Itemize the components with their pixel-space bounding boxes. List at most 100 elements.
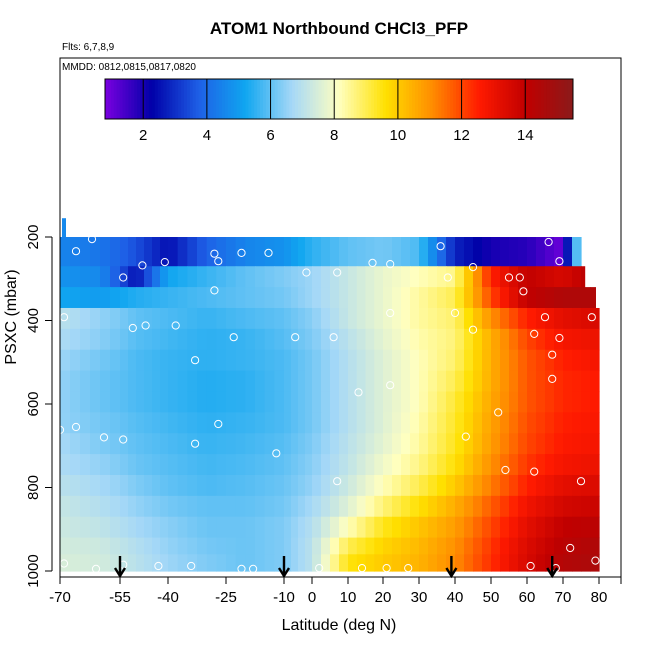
sample-point	[504, 273, 514, 282]
heatmap-cell	[419, 287, 429, 309]
heatmap-cell	[374, 433, 384, 455]
heatmap-cell	[291, 516, 299, 539]
colorbar-swatch	[447, 79, 451, 119]
heatmap-cell	[80, 554, 91, 572]
heatmap-cell	[536, 349, 546, 372]
heatmap-cell	[365, 433, 375, 455]
colorbar-swatch	[520, 79, 524, 119]
heatmap-cell	[80, 454, 91, 476]
heatmap-cell	[545, 412, 555, 434]
heatmap-cell	[392, 328, 402, 351]
sample-point	[461, 432, 470, 441]
colorbar-swatch	[195, 79, 200, 119]
heatmap-cell	[428, 537, 438, 555]
colorbar-swatch	[537, 79, 542, 119]
heatmap-cell	[274, 554, 285, 572]
heatmap-cell	[60, 537, 71, 555]
heatmap-cell	[284, 537, 292, 555]
colorbar-swatch	[157, 79, 162, 119]
heatmap-cell	[482, 433, 492, 455]
colorbar-swatch	[204, 79, 208, 119]
heatmap-cell	[518, 516, 528, 539]
heatmap-cell	[298, 454, 306, 476]
heatmap-cell	[330, 391, 340, 413]
heatmap-cell	[383, 516, 393, 539]
heatmap-cell	[356, 391, 367, 413]
heatmap-cell	[446, 516, 456, 539]
heatmap-cell	[401, 287, 411, 309]
colorbar-swatch	[245, 79, 249, 119]
heatmap-cell	[70, 370, 81, 393]
heatmap-cell	[312, 412, 322, 434]
heatmap-cell	[339, 412, 349, 434]
heatmap-cell	[305, 391, 313, 413]
heatmap-cell	[177, 266, 188, 288]
colorbar-swatch	[137, 79, 141, 119]
heatmap-cell	[298, 266, 306, 288]
sample-point	[333, 268, 342, 277]
heatmap-cell	[527, 454, 537, 476]
heatmap-cell	[419, 516, 429, 539]
heatmap-cell	[330, 266, 340, 288]
heatmap-cell	[455, 554, 465, 572]
heatmap-cell	[177, 516, 188, 539]
heatmap-cell	[274, 474, 285, 497]
heatmap-cell	[168, 495, 179, 518]
heatmap-cell	[590, 391, 600, 413]
heatmap-cell	[473, 307, 483, 330]
heatmap-cell	[255, 516, 266, 539]
colorbar-swatch	[406, 79, 410, 119]
heatmap-cell	[348, 370, 358, 393]
heatmap-cell	[401, 391, 411, 413]
colorbar-swatch	[105, 79, 109, 119]
heatmap-cell	[274, 287, 285, 309]
heatmap-cell	[187, 412, 198, 434]
heatmap-cell	[455, 495, 465, 518]
heatmap-cell	[545, 433, 555, 455]
heatmap-cell	[446, 495, 456, 518]
heatmap-cell	[383, 328, 393, 351]
colorbar-swatch	[151, 79, 156, 119]
heatmap-cell	[136, 287, 145, 309]
heatmap-cell	[428, 349, 438, 372]
heatmap-cell	[168, 237, 179, 267]
heatmap-cell	[312, 287, 322, 309]
heatmap-cell	[563, 287, 573, 309]
heatmap-cell	[312, 266, 322, 288]
heatmap-cell	[509, 516, 519, 539]
heatmap-cell	[226, 349, 237, 372]
colorbar-swatch	[339, 79, 343, 119]
heatmap-cell	[383, 433, 393, 455]
heatmap-cell	[255, 495, 266, 518]
colorbar-swatch	[178, 79, 182, 119]
colorbar-swatch	[567, 79, 571, 119]
colorbar-swatch	[344, 79, 349, 119]
heatmap-cell	[226, 287, 237, 309]
heatmap-cell	[90, 554, 101, 572]
heatmap-cell	[330, 474, 340, 497]
heatmap-cell	[392, 349, 402, 372]
heatmap-cell	[235, 307, 246, 330]
sample-point	[141, 321, 150, 330]
heatmap-cell	[235, 370, 246, 393]
heatmap-cell	[437, 307, 447, 330]
heatmap-cell	[291, 474, 299, 497]
heatmap-cell	[428, 454, 438, 476]
heatmap-cell	[365, 391, 375, 413]
heatmap-cell	[284, 287, 292, 309]
heatmap-cell	[554, 412, 564, 434]
heatmap-cell	[298, 537, 306, 555]
heatmap-cell	[168, 287, 179, 309]
heatmap-cell	[491, 454, 501, 476]
heatmap-cell	[428, 554, 438, 572]
heatmap-cell	[464, 391, 474, 413]
colorbar-swatch	[254, 79, 258, 119]
heatmap-cell	[527, 370, 537, 393]
heatmap-cell	[473, 454, 483, 476]
colorbar-swatch	[461, 79, 466, 119]
heatmap-cell	[545, 328, 555, 351]
sample-point	[555, 333, 564, 343]
heatmap-cell	[226, 454, 237, 476]
heatmap-cell	[206, 474, 217, 497]
x-axis: -70 -55 -40 -25 -10 0 10 20 30 40 50 60 70 80	[49, 577, 622, 606]
